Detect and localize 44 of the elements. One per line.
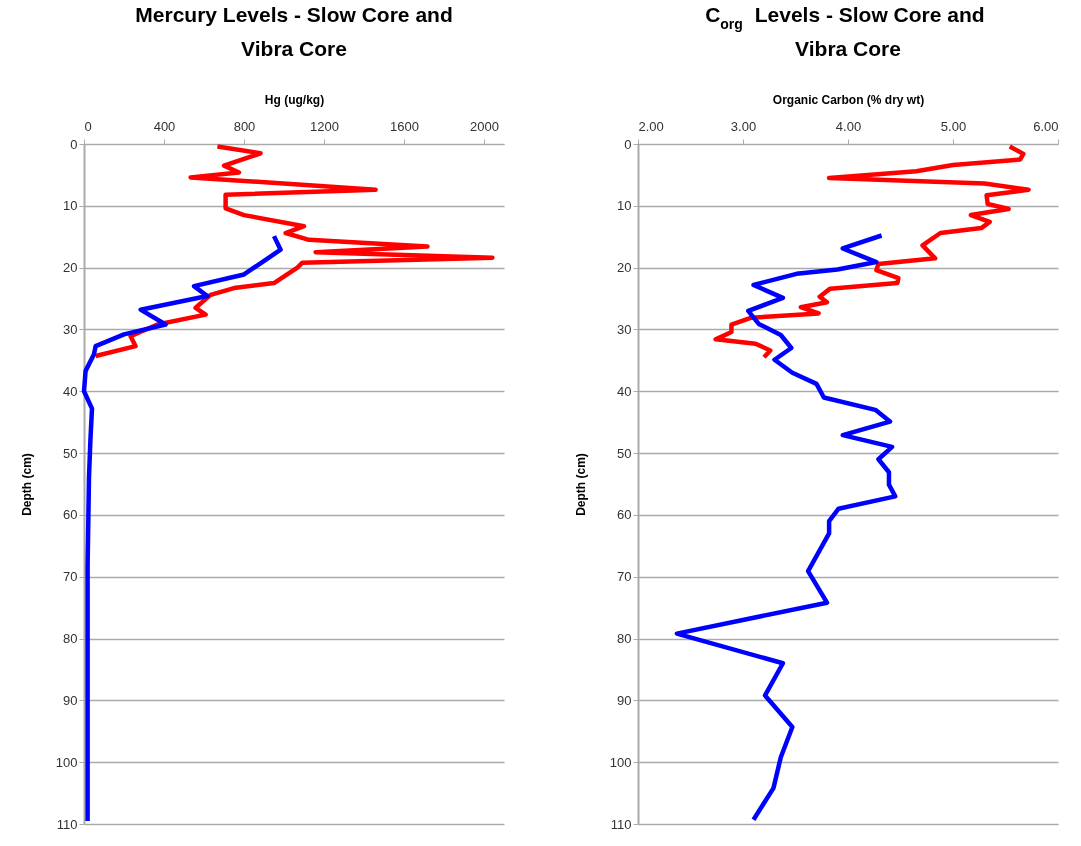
y-tick-label: 30 [617, 321, 632, 337]
y-tick-label: 0 [70, 136, 78, 152]
y-tick-label: 40 [63, 383, 78, 399]
y-tick-label: 110 [610, 816, 632, 832]
x-tick-label: 0 [84, 118, 92, 134]
chart-title: Mercury Levels - Slow Core and Vibra Core [135, 3, 453, 60]
y-tick-label: 30 [63, 321, 78, 337]
x-tick-label: 5.00 [940, 118, 967, 134]
line-series [93, 144, 495, 359]
y-tick-label: 70 [617, 569, 632, 585]
y-tick-label: 90 [617, 692, 632, 708]
x-tick-label: 6.00 [1033, 118, 1059, 134]
y-tick-label: 10 [617, 198, 632, 214]
x-axis-title: Hg (ug/kg) [264, 92, 325, 107]
x-tick-label: 400 [153, 118, 176, 134]
y-tick-label: 70 [63, 569, 78, 585]
x-tick-label: 2.00 [638, 118, 664, 134]
y-tick-label: 60 [63, 507, 78, 523]
y-tick-label: 100 [609, 754, 632, 770]
line-series [674, 233, 898, 822]
line-series [81, 233, 283, 824]
y-tick-label: 80 [63, 631, 78, 647]
y-tick-label: 60 [617, 507, 632, 523]
y-axis-title: Depth (cm) [573, 453, 588, 516]
y-tick-label: 50 [63, 445, 78, 461]
y-tick-label: 10 [63, 198, 78, 214]
y-tick-label: 80 [617, 631, 632, 647]
y-tick-label: 20 [617, 260, 632, 276]
y-tick-label: 90 [63, 692, 78, 708]
line-series [713, 144, 1031, 360]
y-tick-label: 100 [55, 754, 78, 770]
x-tick-label: 2000 [470, 118, 499, 134]
x-tick-label: 1200 [310, 118, 339, 134]
y-axis-title: Depth (cm) [19, 453, 34, 516]
x-tick-label: 800 [233, 118, 256, 134]
y-tick-label: 0 [624, 136, 632, 152]
x-tick-label: 1600 [390, 118, 419, 134]
y-tick-label: 110 [56, 816, 78, 832]
x-axis-title: Organic Carbon (% dry wt) [772, 92, 925, 107]
y-tick-label: 40 [617, 383, 632, 399]
x-tick-label: 3.00 [730, 118, 757, 134]
x-tick-label: 4.00 [835, 118, 862, 134]
y-tick-label: 20 [63, 260, 78, 276]
y-tick-label: 50 [617, 445, 632, 461]
